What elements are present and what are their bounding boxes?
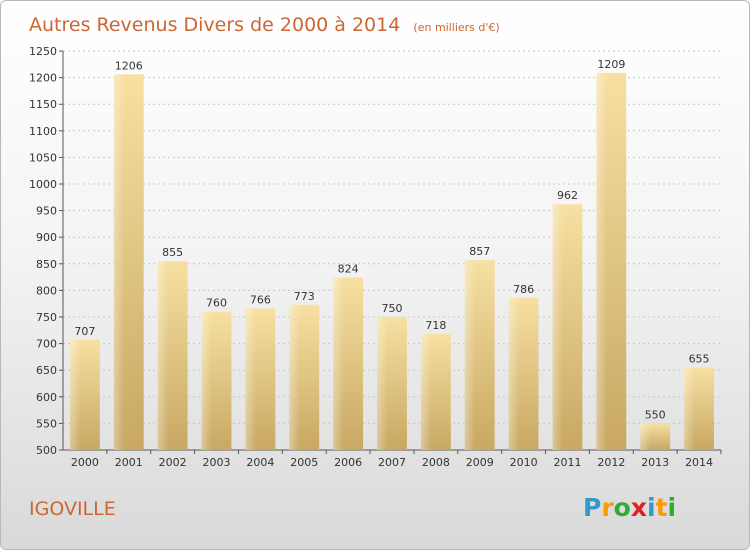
- bar-highlight: [596, 72, 607, 450]
- bar-highlight: [289, 304, 300, 450]
- bars: [70, 72, 714, 451]
- logo-letter: x: [631, 493, 647, 522]
- bar-highlight: [113, 74, 125, 451]
- axes: 500 550 600 650 700 750 800 850 900 950 1000 1050 11…: [29, 45, 722, 469]
- chart-subtitle: (en milliers d'€): [413, 21, 499, 34]
- x-tick-label: 2007: [378, 456, 406, 469]
- y-tick-label: 1200: [29, 72, 57, 85]
- bar-highlight: [157, 261, 169, 450]
- bar-highlight: [640, 423, 651, 450]
- y-tick-label: 750: [36, 311, 57, 324]
- logo-letter: i: [647, 493, 656, 522]
- data-labels: 707 1206 855 760 766 773 824 750 718 857 786 962 120…: [74, 58, 709, 422]
- y-tick-label: 500: [36, 444, 57, 457]
- proxiti-logo: Proxiti: [583, 493, 676, 522]
- x-tick-label: 2011: [553, 456, 581, 469]
- x-tick-label: 2000: [71, 456, 99, 469]
- data-label-2010: 786: [513, 283, 534, 296]
- bar-highlight: [377, 317, 388, 450]
- y-tick-label: 1000: [29, 178, 57, 191]
- x-tick-label: 2006: [334, 456, 362, 469]
- data-label-2014: 655: [689, 353, 710, 366]
- data-label-2004: 766: [250, 293, 271, 306]
- bar-highlight: [245, 308, 256, 450]
- data-label-2008: 718: [425, 319, 446, 332]
- x-tick-label: 2002: [159, 456, 187, 469]
- logo-letter: P: [583, 493, 601, 522]
- x-tick-label: 2009: [466, 456, 494, 469]
- x-tick-label: 2005: [290, 456, 318, 469]
- x-tick-label: 2004: [246, 456, 274, 469]
- y-tick-label: 600: [36, 391, 57, 404]
- bar-highlight: [508, 297, 520, 450]
- data-label-2000: 707: [74, 325, 95, 338]
- x-tick-label: 2014: [685, 456, 713, 469]
- x-tick-label: 2003: [203, 456, 231, 469]
- y-tick-label: 850: [36, 258, 57, 271]
- bar-highlight: [201, 311, 213, 450]
- x-tick-label: 2010: [510, 456, 538, 469]
- data-label-2007: 750: [382, 302, 403, 315]
- x-tick-label: 2013: [641, 456, 669, 469]
- x-tick-label: 2012: [597, 456, 625, 469]
- logo-letter: i: [668, 493, 677, 522]
- logo-letter: o: [614, 493, 631, 522]
- bar-highlight: [684, 367, 695, 450]
- data-label-2011: 962: [557, 189, 578, 202]
- data-label-2009: 857: [469, 245, 490, 258]
- logo-letter: r: [601, 493, 614, 522]
- data-label-2003: 760: [206, 297, 227, 310]
- y-tick-label: 800: [36, 284, 57, 297]
- bar-highlight: [333, 277, 344, 450]
- y-tick-label: 550: [36, 417, 57, 430]
- bar-highlight: [552, 204, 563, 450]
- data-label-2001: 1206: [115, 59, 143, 72]
- x-tick-label: 2008: [422, 456, 450, 469]
- y-tick-label: 700: [36, 338, 57, 351]
- bar-highlight: [420, 334, 432, 450]
- y-tick-label: 1250: [29, 45, 57, 58]
- data-label-2005: 773: [294, 290, 315, 303]
- logo-letter: t: [656, 493, 668, 522]
- place-name: IGOVILLE: [29, 498, 116, 520]
- y-tick-label: 1050: [29, 151, 57, 164]
- bar-highlight: [70, 339, 81, 450]
- data-label-2013: 550: [645, 408, 666, 421]
- data-label-2012: 1209: [597, 58, 625, 71]
- y-tick-label: 1100: [29, 125, 57, 138]
- chart-title-text: Autres Revenus Divers de 2000 à 2014: [29, 14, 400, 36]
- y-tick-label: 950: [36, 205, 57, 218]
- y-tick-label: 650: [36, 364, 57, 377]
- data-label-2002: 855: [162, 246, 183, 259]
- data-label-2006: 824: [338, 263, 359, 276]
- chart-title: Autres Revenus Divers de 2000 à 2014 (en…: [29, 14, 500, 36]
- y-tick-label: 1150: [29, 98, 57, 111]
- x-tick-label: 2001: [115, 456, 143, 469]
- y-tick-label: 900: [36, 231, 57, 244]
- bar-highlight: [464, 260, 476, 450]
